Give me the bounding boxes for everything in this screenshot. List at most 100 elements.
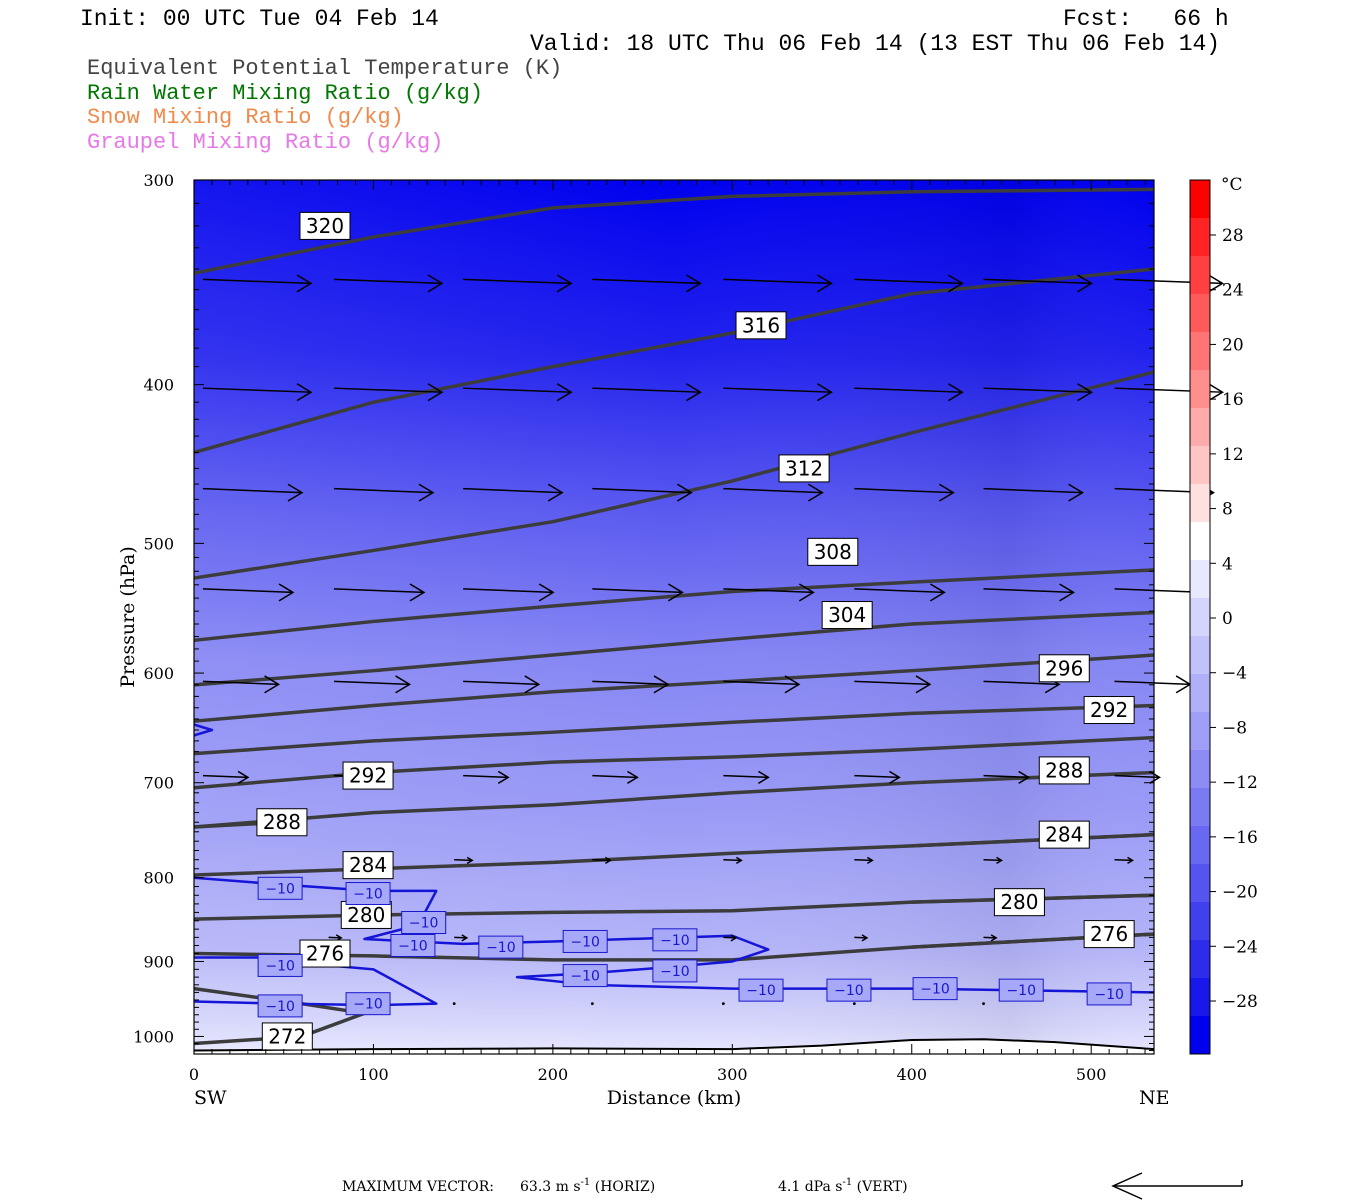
theta-e-label-box-292 — [1083, 696, 1135, 725]
wind-vector — [592, 675, 670, 694]
theta-e-label-316: 316 — [742, 313, 780, 337]
theta-e-label-288: 288 — [263, 810, 301, 834]
wind-vector — [463, 483, 564, 502]
wind-vector — [202, 675, 281, 694]
temperature-contour--10 — [193, 723, 214, 737]
colorbar-swatch — [1190, 978, 1210, 1017]
temperature-contour--10 — [193, 876, 1155, 994]
wind-vector — [452, 1002, 456, 1006]
temperature-label-box — [345, 882, 391, 906]
theta-e-label-box-312 — [778, 454, 830, 483]
wind-vector — [983, 274, 1093, 293]
x-tick-label: 0 — [189, 1065, 199, 1084]
temperature-label-box — [478, 935, 524, 959]
temperature-label: −10 — [746, 983, 776, 999]
temperature-label-box — [562, 929, 608, 953]
wind-vector — [854, 856, 874, 865]
theta-e-label-280: 280 — [1000, 890, 1038, 914]
theta-e-label-box-288 — [1038, 756, 1090, 785]
y-tick-label: 1000 — [133, 1027, 174, 1046]
wind-vector — [723, 483, 824, 502]
wind-vector — [333, 675, 412, 694]
y-tick-label: 300 — [143, 171, 174, 190]
x-tick-label: 400 — [896, 1065, 927, 1084]
wind-vector — [723, 934, 738, 942]
theta-e-label-320: 320 — [306, 214, 344, 238]
wind-vector — [202, 583, 295, 602]
wind-vector — [854, 274, 964, 293]
legend: Equivalent Potential Temperature (K) Rai… — [87, 56, 563, 155]
theta-e-label-284: 284 — [1045, 823, 1083, 847]
surface-line — [193, 1038, 1155, 1052]
colorbar-swatch — [1190, 256, 1210, 295]
wind-vector — [723, 770, 770, 784]
colorbar-label: 0 — [1222, 609, 1233, 629]
init-time: Init: 00 UTC Tue 04 Feb 14 — [80, 6, 439, 32]
footer: MAXIMUM VECTOR: 63.3 m s-1 (HORIZ) 4.1 d… — [342, 1172, 1243, 1200]
theta-e-contour-284 — [911, 832, 1155, 848]
wind-vector — [723, 856, 743, 865]
wind-vector — [463, 770, 510, 784]
wind-vector — [333, 483, 435, 502]
wind-vector — [202, 383, 313, 402]
wind-vector — [854, 934, 869, 942]
temperature-fill-shade — [194, 180, 1154, 1054]
theta-e-contour-292 — [193, 703, 1155, 756]
theta-e-label-box-304 — [821, 601, 873, 630]
wind-vector — [852, 1002, 856, 1006]
theta-e-contour-312 — [193, 370, 1155, 580]
theta-e-label-box-316 — [735, 311, 787, 340]
footer-vert: 4.1 dPa s-1 (VERT) — [778, 1177, 908, 1195]
theta-e-label-box-276 — [1083, 920, 1135, 949]
colorbar-label: 28 — [1222, 226, 1244, 246]
colorbar-label: −24 — [1222, 937, 1258, 957]
wind-vector — [592, 856, 612, 865]
temperature-label-box — [562, 964, 608, 988]
wind-vector — [463, 583, 555, 602]
temperature-label: −10 — [265, 999, 295, 1015]
colorbar-swatch — [1190, 940, 1210, 979]
wind-vector — [854, 675, 932, 694]
theta-e-label-box-280 — [993, 888, 1045, 917]
temperature-label-box — [257, 994, 303, 1018]
wind-vector — [854, 383, 964, 402]
theta-e-label-304: 304 — [828, 603, 866, 627]
colorbar-swatch — [1190, 826, 1210, 865]
wind-vector — [463, 675, 541, 694]
valid-time: Valid: 18 UTC Thu 06 Feb 14 (13 EST Thu … — [530, 31, 1221, 57]
theta-e-contour-304 — [193, 610, 1155, 687]
wind-vector — [454, 856, 474, 865]
temperature-label: −10 — [265, 958, 295, 974]
temperature-label-box — [826, 978, 872, 1002]
wind-vector — [1114, 856, 1134, 865]
below-ground-area — [194, 1039, 1154, 1054]
wind-vector — [723, 675, 801, 694]
temperature-label: −10 — [409, 916, 439, 932]
colorbar-swatch — [1190, 864, 1210, 903]
colorbar-label: 24 — [1222, 281, 1244, 301]
colorbar-swatch — [1190, 332, 1210, 371]
wind-vector — [454, 934, 469, 942]
colorbar-swatch — [1190, 788, 1210, 827]
colorbar-unit: °C — [1221, 175, 1243, 195]
temperature-label: −10 — [486, 940, 516, 956]
temperature-label: −10 — [1094, 987, 1124, 1003]
temperature-label-box — [998, 978, 1044, 1002]
temperature-label-box — [912, 977, 958, 1001]
temperature-label: −10 — [398, 939, 428, 955]
colorbar-label: 4 — [1222, 554, 1233, 574]
footer-label: MAXIMUM VECTOR: — [342, 1179, 494, 1195]
wind-vector — [983, 856, 1003, 865]
wind-vector — [982, 1002, 985, 1006]
wind-vector — [854, 770, 901, 784]
wind-vector — [983, 770, 1030, 784]
temperature-label: −10 — [660, 933, 690, 949]
wind-vector — [983, 934, 998, 942]
wind-vector — [592, 274, 702, 293]
legend-theta-e: Equivalent Potential Temperature (K) — [87, 56, 563, 81]
theta-e-contour-308 — [193, 568, 1155, 643]
colorbar-label: −4 — [1222, 664, 1247, 684]
wind-vector — [854, 583, 946, 602]
legend-rain: Rain Water Mixing Ratio (g/kg) — [87, 80, 484, 106]
